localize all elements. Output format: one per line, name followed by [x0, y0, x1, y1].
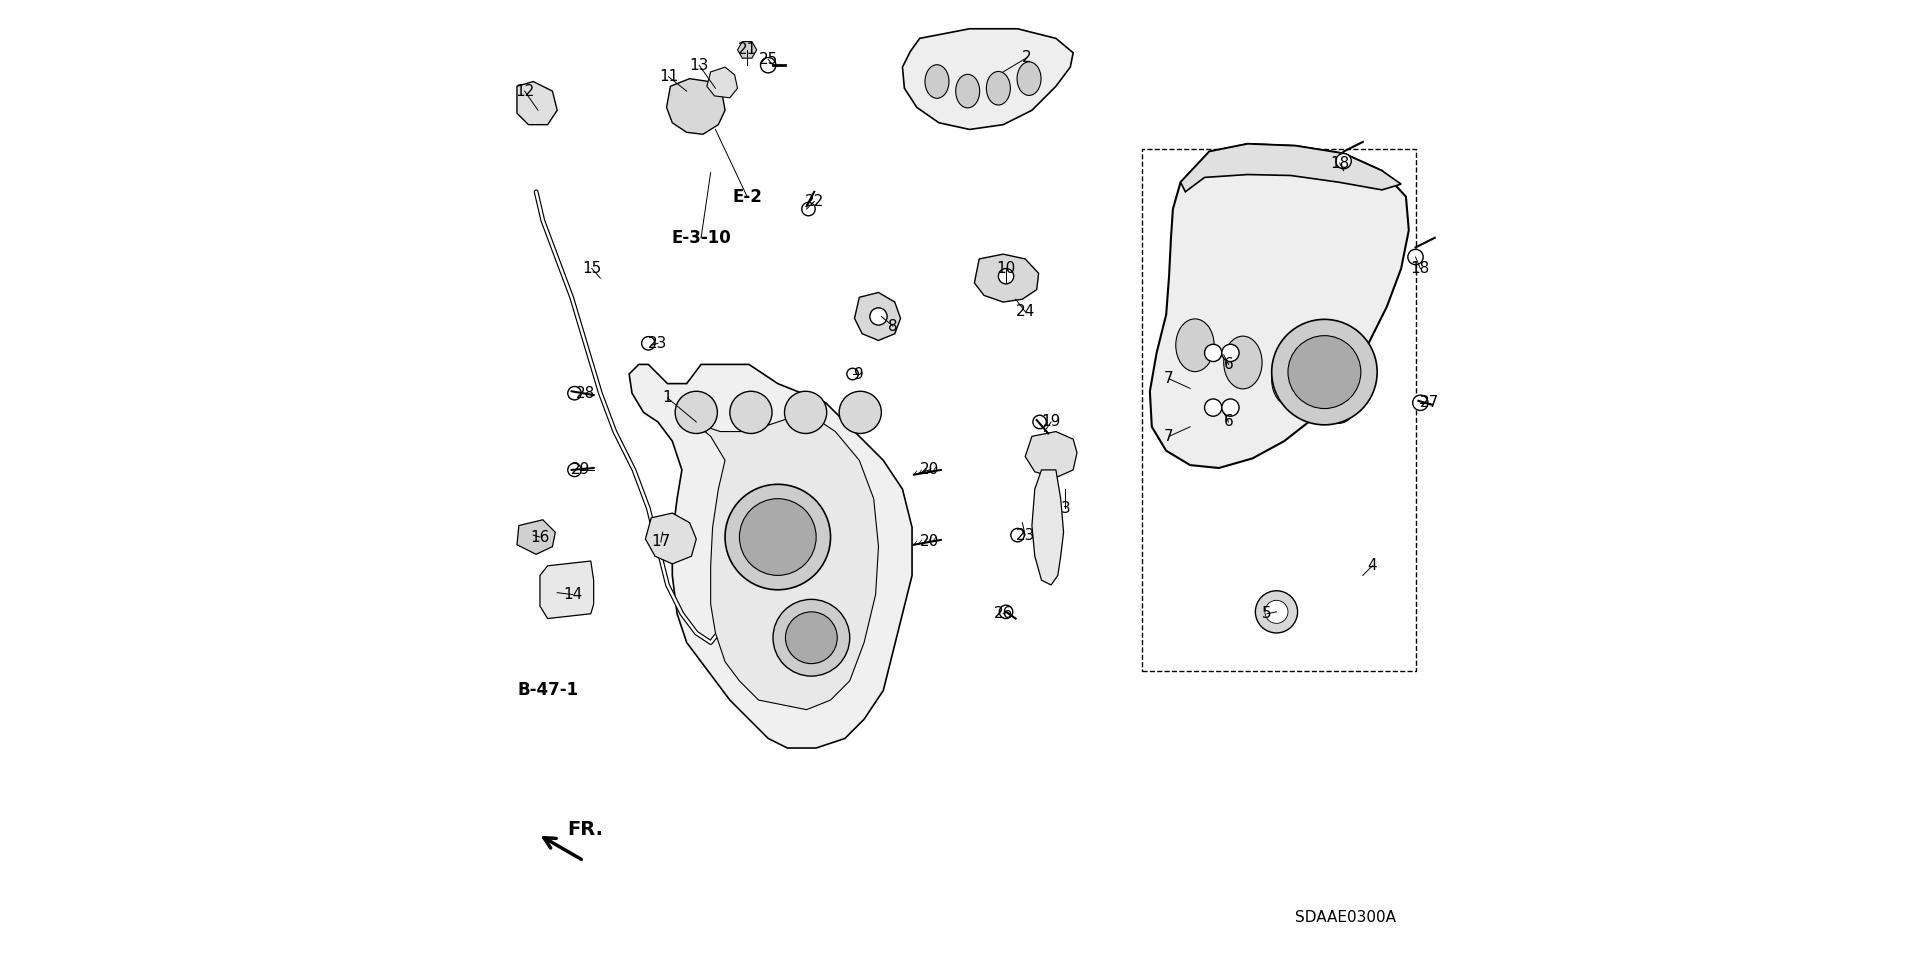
- Ellipse shape: [1018, 61, 1041, 95]
- Ellipse shape: [956, 75, 979, 108]
- Polygon shape: [630, 364, 912, 748]
- Text: E-2: E-2: [732, 188, 762, 205]
- Text: 25: 25: [758, 52, 778, 67]
- Circle shape: [1336, 153, 1352, 169]
- Circle shape: [870, 308, 887, 325]
- Polygon shape: [707, 67, 737, 98]
- Polygon shape: [1031, 470, 1064, 585]
- Text: 7: 7: [1164, 429, 1173, 444]
- Circle shape: [739, 499, 816, 575]
- Polygon shape: [666, 79, 726, 134]
- Circle shape: [1204, 399, 1221, 416]
- Circle shape: [1413, 395, 1428, 410]
- Circle shape: [998, 605, 1012, 619]
- Circle shape: [1033, 415, 1046, 429]
- Text: 2: 2: [1021, 50, 1031, 65]
- Text: 8: 8: [889, 318, 899, 334]
- Ellipse shape: [1271, 353, 1309, 406]
- Text: 21: 21: [737, 42, 756, 58]
- Ellipse shape: [1175, 318, 1213, 371]
- Circle shape: [568, 463, 582, 477]
- Circle shape: [1221, 344, 1238, 362]
- Polygon shape: [737, 41, 756, 58]
- Circle shape: [774, 599, 851, 676]
- Polygon shape: [902, 29, 1073, 129]
- Circle shape: [1271, 319, 1377, 425]
- Circle shape: [730, 391, 772, 433]
- Polygon shape: [645, 513, 697, 564]
- Ellipse shape: [987, 71, 1010, 105]
- Polygon shape: [516, 520, 555, 554]
- Circle shape: [785, 391, 828, 433]
- Circle shape: [641, 337, 655, 350]
- Text: 22: 22: [804, 194, 824, 209]
- Text: B-47-1: B-47-1: [516, 682, 578, 699]
- Polygon shape: [691, 412, 879, 710]
- Text: 10: 10: [996, 261, 1016, 276]
- Text: E-3-10: E-3-10: [672, 229, 732, 246]
- Circle shape: [1288, 336, 1361, 409]
- Text: 19: 19: [1041, 414, 1060, 430]
- Circle shape: [1256, 591, 1298, 633]
- Text: 11: 11: [659, 69, 678, 84]
- Text: 5: 5: [1261, 606, 1271, 621]
- Text: 18: 18: [1411, 261, 1430, 276]
- Polygon shape: [1025, 432, 1077, 478]
- Circle shape: [726, 484, 831, 590]
- Polygon shape: [540, 561, 593, 619]
- Text: FR.: FR.: [566, 820, 603, 839]
- Text: 26: 26: [993, 606, 1014, 621]
- Text: 20: 20: [920, 462, 939, 478]
- Circle shape: [998, 269, 1014, 284]
- Text: 23: 23: [1016, 527, 1035, 543]
- Circle shape: [803, 202, 816, 216]
- Text: 23: 23: [649, 336, 668, 351]
- Text: 14: 14: [563, 587, 582, 602]
- Text: 20: 20: [920, 534, 939, 550]
- Text: 7: 7: [1164, 371, 1173, 386]
- Polygon shape: [516, 82, 557, 125]
- Text: 16: 16: [530, 529, 549, 545]
- Text: 4: 4: [1367, 558, 1377, 573]
- Circle shape: [785, 612, 837, 664]
- Text: 6: 6: [1223, 357, 1233, 372]
- Text: 13: 13: [689, 58, 708, 73]
- Text: 27: 27: [1421, 395, 1440, 410]
- Text: 3: 3: [1060, 501, 1069, 516]
- Polygon shape: [1181, 144, 1402, 192]
- Circle shape: [676, 391, 718, 433]
- Text: 24: 24: [1016, 304, 1035, 319]
- Text: 6: 6: [1223, 414, 1233, 430]
- Circle shape: [847, 368, 858, 380]
- Circle shape: [1265, 600, 1288, 623]
- Ellipse shape: [1319, 370, 1357, 423]
- Text: 12: 12: [515, 83, 534, 99]
- Circle shape: [568, 386, 582, 400]
- Text: 9: 9: [854, 366, 864, 382]
- Text: SDAAE0300A: SDAAE0300A: [1296, 910, 1396, 925]
- Circle shape: [839, 391, 881, 433]
- Bar: [1142, 149, 1415, 671]
- Circle shape: [1221, 399, 1238, 416]
- Text: 29: 29: [570, 462, 589, 478]
- Circle shape: [1407, 249, 1423, 265]
- Polygon shape: [854, 292, 900, 340]
- Circle shape: [1204, 344, 1221, 362]
- Ellipse shape: [1223, 337, 1261, 388]
- Ellipse shape: [925, 64, 948, 99]
- Polygon shape: [1150, 144, 1409, 468]
- Text: 17: 17: [651, 534, 670, 550]
- Polygon shape: [973, 254, 1039, 302]
- Text: 15: 15: [582, 261, 601, 276]
- Text: 1: 1: [662, 390, 672, 406]
- Text: 28: 28: [576, 386, 595, 401]
- Text: 18: 18: [1331, 155, 1350, 171]
- Circle shape: [1010, 528, 1023, 542]
- Circle shape: [760, 58, 776, 73]
